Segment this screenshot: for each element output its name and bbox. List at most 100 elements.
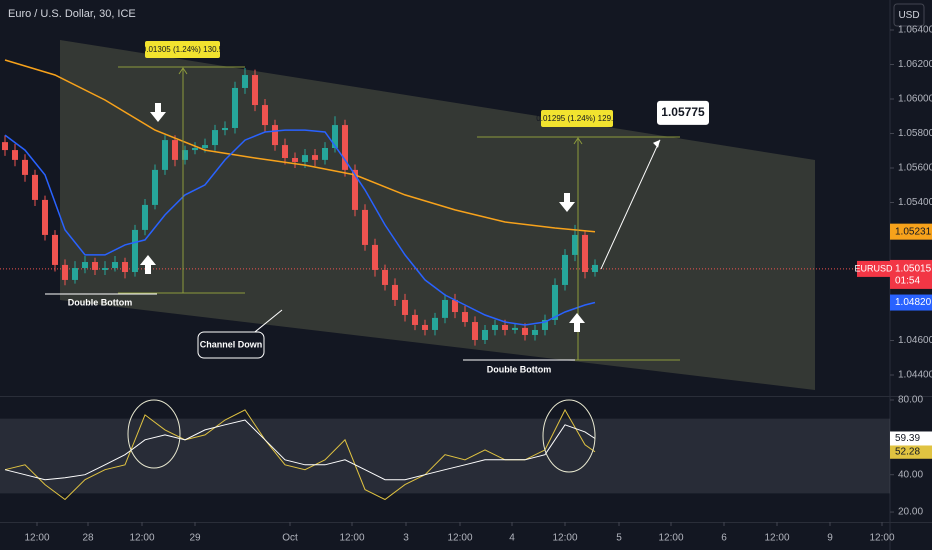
- y-tick-label: 1.06000: [898, 94, 932, 105]
- x-tick-label: 3: [403, 533, 409, 544]
- candle-body: [182, 150, 188, 160]
- callout-label: Channel Down: [200, 339, 263, 349]
- measure-label-box: [145, 41, 220, 58]
- candle-body: [472, 322, 478, 340]
- candle-body: [422, 324, 428, 330]
- candle-body: [212, 130, 218, 146]
- y-tick-label: 1.06200: [898, 59, 932, 70]
- candle-body: [432, 317, 438, 330]
- rsi-tag: 52.28: [895, 446, 920, 457]
- x-tick-label: 12:00: [129, 533, 154, 544]
- candle-body: [302, 155, 308, 162]
- last-price-box: [890, 259, 932, 289]
- target-box: [657, 100, 709, 125]
- candle-body: [262, 105, 268, 126]
- candle-body: [572, 234, 578, 255]
- x-tick-label: 12:00: [869, 533, 894, 544]
- ma-price-tag-box: [890, 223, 932, 240]
- candle-body: [22, 159, 28, 175]
- candle-body: [512, 327, 518, 330]
- countdown-label: 01:54: [895, 276, 920, 287]
- candle-body: [362, 209, 368, 245]
- rsi-tick-label: 20.00: [898, 507, 923, 518]
- candle-body: [332, 125, 338, 148]
- y-tick-label: 1.05400: [898, 197, 932, 208]
- candle-body: [282, 145, 288, 158]
- candle-body: [322, 147, 328, 160]
- candle-body: [342, 125, 348, 170]
- rsi-line: [4, 419, 596, 481]
- candle-body: [532, 329, 538, 335]
- measure-1: [118, 66, 245, 294]
- candle-body: [442, 299, 448, 318]
- candle-body: [272, 125, 278, 146]
- x-tick-label: 28: [82, 533, 94, 544]
- currency-button[interactable]: [893, 3, 925, 27]
- x-tick-label: 5: [616, 533, 622, 544]
- x-tick-label: 4: [509, 533, 515, 544]
- ma-price-tag-box: [890, 294, 932, 311]
- symbol-box: [857, 260, 890, 277]
- candle-body: [412, 314, 418, 325]
- candle-body: [102, 268, 108, 270]
- candle-body: [222, 127, 228, 131]
- symbol-label: EURUSD: [854, 263, 893, 273]
- rsi-tag-box: [890, 431, 932, 446]
- pattern-label: Double Bottom: [68, 297, 133, 307]
- candle-body: [502, 324, 508, 330]
- candle-body: [392, 284, 398, 300]
- rsi-tick-label: 80.00: [898, 395, 923, 406]
- candle-body: [32, 174, 38, 200]
- candle-body: [462, 312, 468, 323]
- candle-body: [202, 145, 208, 148]
- rsi-highlight: [127, 399, 181, 469]
- candle-body: [292, 158, 298, 162]
- candle-body: [352, 169, 358, 210]
- candle-body: [42, 199, 48, 235]
- candle-body: [252, 75, 258, 106]
- candle-body: [402, 299, 408, 315]
- ma-price-tag: 1.05231: [895, 226, 932, 237]
- candle-body: [52, 234, 58, 265]
- rsi-band: [0, 418, 890, 494]
- rsi-highlight: [542, 399, 596, 473]
- candle-body: [92, 262, 98, 270]
- candle-body: [232, 87, 238, 128]
- x-tick-label: Oct: [282, 533, 298, 544]
- target-arrow: [600, 139, 661, 270]
- x-tick-label: 12:00: [764, 533, 789, 544]
- candle-body: [12, 150, 18, 160]
- y-tick-label: 1.04600: [898, 335, 932, 346]
- candle-body: [582, 234, 588, 273]
- x-tick-label: 6: [721, 533, 727, 544]
- x-tick-label: 12:00: [447, 533, 472, 544]
- currency-label[interactable]: USD: [898, 10, 919, 21]
- pattern-label: Double Bottom: [487, 364, 552, 374]
- ma-price-tag: 1.04820: [895, 297, 932, 308]
- overlay: 1.05775: [600, 100, 709, 270]
- candle-body: [562, 254, 568, 285]
- x-tick-label: 12:00: [24, 533, 49, 544]
- candle-body: [592, 264, 598, 273]
- candle-body: [482, 329, 488, 340]
- candle-body: [132, 229, 138, 273]
- x-tick-label: 29: [189, 533, 201, 544]
- callout-box: [197, 331, 265, 359]
- rsi-tag: 59.39: [895, 433, 920, 444]
- candle-body: [372, 244, 378, 270]
- measure-label-box: [541, 110, 613, 127]
- target-label: 1.05775: [661, 105, 705, 119]
- candle-body: [112, 262, 118, 269]
- candle-body: [172, 140, 178, 160]
- last-price-label: 1.05015: [895, 264, 932, 275]
- x-tick-label: 12:00: [339, 533, 364, 544]
- rsi-tick-label: 40.00: [898, 469, 923, 480]
- candle-body: [152, 169, 158, 205]
- y-tick-label: 1.04400: [898, 370, 932, 381]
- candle-body: [492, 324, 498, 330]
- y-tick-label: 1.05800: [898, 128, 932, 139]
- candle-body: [522, 327, 528, 335]
- rsi-tag-box: [890, 444, 932, 459]
